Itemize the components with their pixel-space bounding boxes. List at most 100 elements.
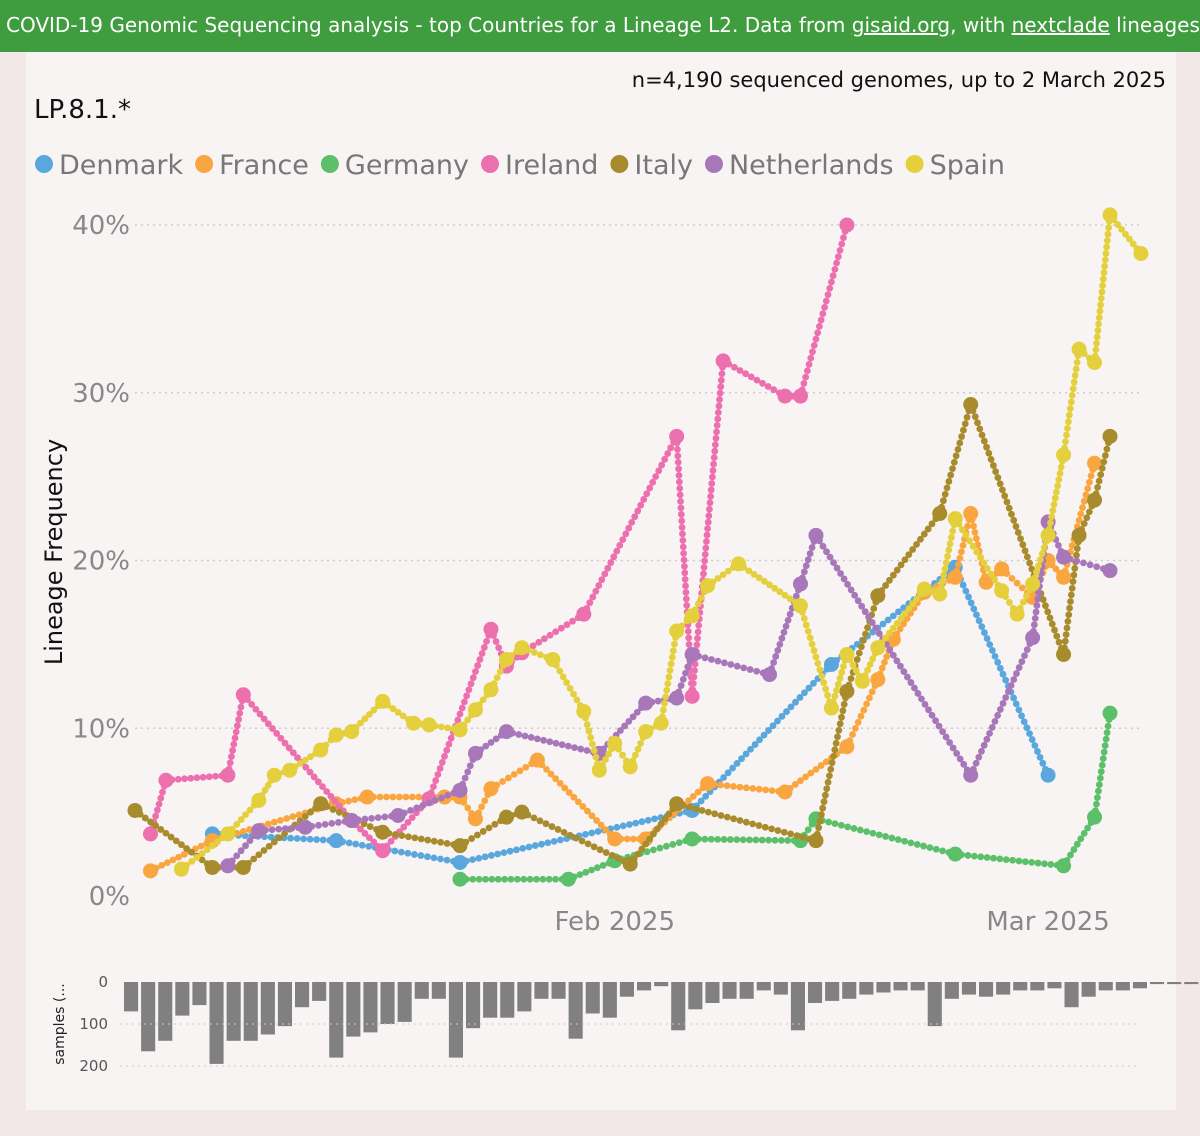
sample-bar[interactable]: [637, 982, 652, 991]
data-point-france[interactable]: [483, 781, 499, 797]
data-point-spain[interactable]: [514, 640, 530, 656]
data-point-netherlands[interactable]: [390, 807, 406, 823]
data-point-spain[interactable]: [452, 722, 468, 738]
sample-bar[interactable]: [346, 982, 361, 1037]
data-point-italy[interactable]: [1102, 428, 1118, 444]
sample-bar[interactable]: [944, 982, 959, 999]
sample-bar[interactable]: [585, 982, 600, 1014]
data-point-ireland[interactable]: [839, 217, 855, 233]
sample-bar[interactable]: [979, 982, 994, 997]
data-point-spain[interactable]: [1133, 246, 1149, 262]
data-point-france[interactable]: [777, 784, 793, 800]
data-point-netherlands[interactable]: [1102, 563, 1118, 579]
sample-bar[interactable]: [1030, 982, 1045, 991]
data-point-ireland[interactable]: [158, 772, 174, 788]
data-point-ireland[interactable]: [792, 388, 808, 404]
sample-bar[interactable]: [1064, 982, 1079, 1008]
data-point-italy[interactable]: [498, 809, 514, 825]
data-point-spain[interactable]: [700, 578, 716, 594]
data-point-italy[interactable]: [514, 804, 530, 820]
data-point-germany[interactable]: [684, 831, 700, 847]
sample-bar[interactable]: [825, 982, 840, 1001]
data-point-italy[interactable]: [622, 856, 638, 872]
data-point-germany[interactable]: [1056, 858, 1072, 874]
data-point-spain[interactable]: [576, 703, 592, 719]
data-point-spain[interactable]: [932, 586, 948, 602]
data-point-spain[interactable]: [483, 682, 499, 698]
data-point-france[interactable]: [607, 831, 623, 847]
gisaid-link[interactable]: gisaid.org: [851, 13, 951, 37]
data-point-spain[interactable]: [684, 608, 700, 624]
sample-bar[interactable]: [859, 982, 874, 995]
sample-bar[interactable]: [961, 982, 976, 995]
data-point-netherlands[interactable]: [220, 858, 236, 874]
sample-bar[interactable]: [158, 982, 173, 1041]
sample-bar[interactable]: [124, 982, 139, 1012]
data-point-spain[interactable]: [947, 511, 963, 527]
data-point-spain[interactable]: [839, 646, 855, 662]
sample-bar[interactable]: [534, 982, 549, 999]
data-point-italy[interactable]: [669, 796, 685, 812]
data-point-germany[interactable]: [452, 871, 468, 887]
data-point-netherlands[interactable]: [808, 527, 824, 543]
data-point-germany[interactable]: [560, 871, 576, 887]
data-point-france[interactable]: [839, 739, 855, 755]
data-point-italy[interactable]: [932, 506, 948, 522]
sample-bar[interactable]: [466, 982, 481, 1029]
sample-bar[interactable]: [910, 982, 925, 991]
data-point-italy[interactable]: [1087, 492, 1103, 508]
data-point-france[interactable]: [638, 831, 654, 847]
sample-bar[interactable]: [1047, 982, 1062, 989]
data-point-france[interactable]: [142, 863, 158, 879]
data-point-italy[interactable]: [1071, 527, 1087, 543]
data-point-france[interactable]: [467, 811, 483, 827]
sample-bar[interactable]: [431, 982, 446, 999]
data-point-france[interactable]: [947, 569, 963, 585]
data-point-italy[interactable]: [870, 588, 886, 604]
sample-bar[interactable]: [808, 982, 823, 1003]
sample-bar[interactable]: [1115, 982, 1130, 991]
data-point-ireland[interactable]: [375, 843, 391, 859]
data-point-italy[interactable]: [204, 859, 220, 875]
legend-label-denmark[interactable]: Denmark: [59, 150, 183, 181]
data-point-netherlands[interactable]: [498, 724, 514, 740]
legend-label-france[interactable]: France: [219, 150, 309, 181]
data-point-italy[interactable]: [235, 859, 251, 875]
data-point-ireland[interactable]: [715, 353, 731, 369]
sample-bar[interactable]: [363, 982, 378, 1033]
data-point-ireland[interactable]: [220, 767, 236, 783]
data-point-france[interactable]: [359, 789, 375, 805]
data-point-netherlands[interactable]: [1056, 549, 1072, 565]
data-point-netherlands[interactable]: [344, 813, 360, 829]
data-point-france[interactable]: [1087, 455, 1103, 471]
data-point-netherlands[interactable]: [638, 695, 654, 711]
data-point-spain[interactable]: [1056, 447, 1072, 463]
data-point-spain[interactable]: [282, 762, 298, 778]
data-point-spain[interactable]: [344, 724, 360, 740]
data-point-spain[interactable]: [854, 673, 870, 689]
sample-bar[interactable]: [448, 982, 463, 1058]
data-point-spain[interactable]: [622, 759, 638, 775]
data-point-netherlands[interactable]: [467, 745, 483, 761]
data-point-ireland[interactable]: [483, 621, 499, 637]
data-point-ireland[interactable]: [777, 388, 793, 404]
data-point-france[interactable]: [700, 776, 716, 792]
data-point-spain[interactable]: [607, 735, 623, 751]
data-point-ireland[interactable]: [576, 606, 592, 622]
sample-bar[interactable]: [1150, 982, 1165, 985]
data-point-france[interactable]: [1056, 569, 1072, 585]
legend-label-ireland[interactable]: Ireland: [505, 150, 598, 181]
data-point-spain[interactable]: [328, 727, 344, 743]
data-point-france[interactable]: [529, 752, 545, 768]
data-point-spain[interactable]: [653, 715, 669, 731]
data-point-denmark[interactable]: [328, 833, 344, 849]
data-point-spain[interactable]: [1025, 576, 1041, 592]
data-point-spain[interactable]: [173, 861, 189, 877]
data-point-netherlands[interactable]: [669, 690, 685, 706]
data-point-spain[interactable]: [638, 724, 654, 740]
sample-bar[interactable]: [380, 982, 395, 1024]
sample-bar[interactable]: [602, 982, 617, 1018]
data-point-spain[interactable]: [1040, 527, 1056, 543]
sample-bar[interactable]: [739, 982, 754, 999]
data-point-spain[interactable]: [994, 583, 1010, 599]
